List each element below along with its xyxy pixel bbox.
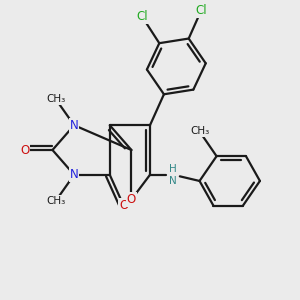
Text: H
N: H N (169, 164, 177, 186)
Text: N: N (70, 168, 79, 181)
Text: CH₃: CH₃ (190, 126, 209, 136)
Text: O: O (20, 143, 29, 157)
Text: Cl: Cl (195, 4, 207, 17)
Text: O: O (127, 193, 136, 206)
Text: N: N (70, 119, 79, 132)
Text: CH₃: CH₃ (46, 94, 65, 104)
Text: Cl: Cl (136, 11, 148, 23)
Text: CH₃: CH₃ (46, 196, 65, 206)
Text: O: O (119, 199, 128, 212)
